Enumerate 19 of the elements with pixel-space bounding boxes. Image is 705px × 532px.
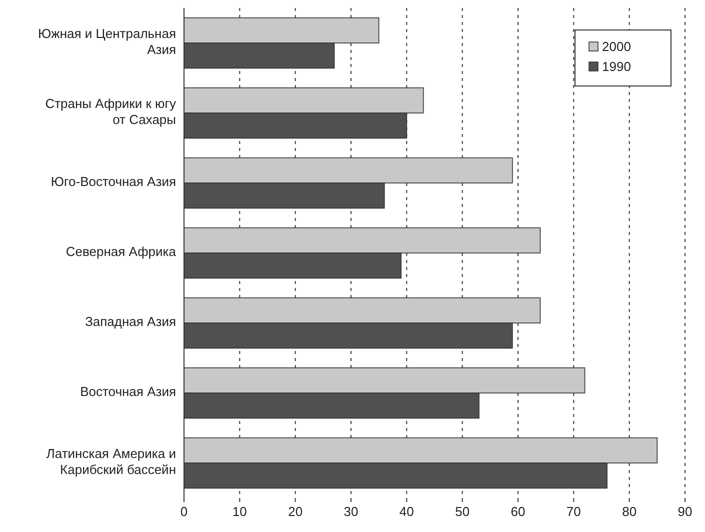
legend-label: 1990 [602, 59, 631, 74]
y-tick-label: Северная Африка [66, 244, 177, 260]
x-tick-label: 50 [455, 504, 470, 519]
y-tick-label: Страны Африки к югу от Сахары [45, 96, 176, 128]
legend-label: 2000 [602, 39, 631, 54]
x-tick-label: 10 [232, 504, 247, 519]
x-tick-label: 40 [399, 504, 414, 519]
y-tick-label: Восточная Азия [80, 384, 176, 400]
x-tick-label: 80 [622, 504, 637, 519]
x-tick-label: 90 [678, 504, 692, 519]
x-tick-label: 0 [180, 504, 188, 519]
y-tick-label: Западная Азия [85, 314, 176, 330]
x-tick-label: 60 [510, 504, 526, 519]
y-tick-label: Юго-Восточная Азия [50, 174, 176, 190]
x-tick-label: 70 [566, 504, 581, 519]
y-tick-label: Южная и Центральная Азия [38, 26, 176, 58]
x-tick-label: 20 [288, 504, 303, 519]
y-tick-label: Латинская Америка и Карибский бассейн [46, 446, 176, 478]
x-tick-label: 30 [344, 504, 358, 519]
